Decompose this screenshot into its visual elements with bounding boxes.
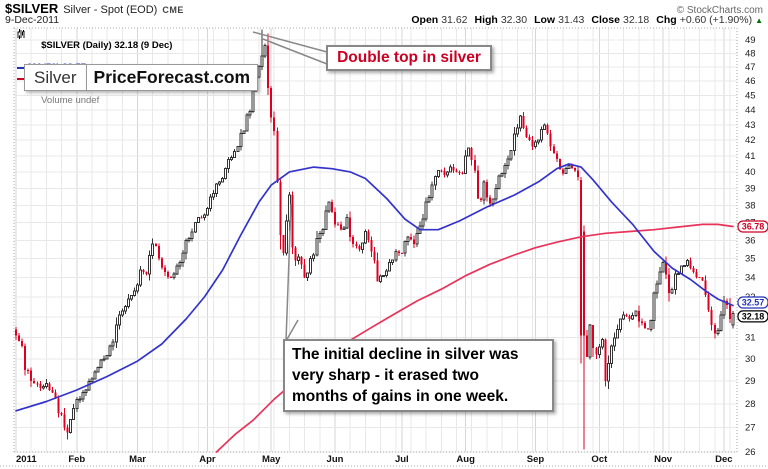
y-axis-tick-label: 28 xyxy=(745,399,756,410)
x-axis-month-label: Jul xyxy=(395,454,409,465)
legend-volume-row: Volume undef xyxy=(17,30,172,117)
high-value: 32.30 xyxy=(500,14,528,26)
ticker-symbol: $SILVER xyxy=(5,1,59,16)
copyright-label: © StockCharts.com xyxy=(676,5,763,16)
y-axis-tick-label: 36 xyxy=(745,235,756,246)
x-axis-month-label: Feb xyxy=(68,454,85,465)
y-axis-tick-label: 46 xyxy=(745,76,756,87)
decline-line-2: very sharp - it erased two xyxy=(292,367,479,384)
x-axis-month-label: Sep xyxy=(527,454,545,465)
y-axis-tick-label: 39 xyxy=(745,183,756,194)
y-axis-tick-label: 31 xyxy=(745,333,756,344)
low-value: 31.43 xyxy=(558,14,585,26)
svg-text:32.57: 32.57 xyxy=(742,298,765,308)
y-axis-tick-label: 38 xyxy=(745,200,756,211)
price-badge-32.18: 32.18 xyxy=(737,310,768,323)
watermark: Silver PriceForecast.com xyxy=(24,64,259,91)
high-label: High xyxy=(474,14,498,26)
watermark-site: PriceForecast.com xyxy=(85,64,259,91)
watermark-name: Silver xyxy=(24,64,87,91)
x-axis-month-label: Nov xyxy=(654,454,673,465)
legend-symbol-row: $SILVER (Daily) 32.18 (9 Dec) xyxy=(17,29,172,62)
x-axis-month-label: Aug xyxy=(456,454,475,465)
chart-header: $SILVER Silver - Spot (EOD) CME © StockC… xyxy=(5,1,763,16)
quote-date: 9-Dec-2011 xyxy=(5,14,60,26)
close-value: 32.18 xyxy=(622,14,650,26)
y-axis-tick-label: 30 xyxy=(745,354,756,365)
y-axis-tick-label: 48 xyxy=(745,48,756,59)
y-axis-tick-label: 45 xyxy=(745,90,756,101)
volume-bars-icon xyxy=(17,30,38,117)
decline-line-1: The initial decline in silver was xyxy=(292,346,519,363)
open-value: 31.62 xyxy=(441,14,468,26)
y-axis-tick-label: 41 xyxy=(745,151,756,162)
svg-text:36.78: 36.78 xyxy=(742,222,765,232)
svg-text:32.18: 32.18 xyxy=(742,312,765,322)
low-label: Low xyxy=(534,14,556,26)
ma200-line-icon xyxy=(17,77,26,80)
open-label: Open xyxy=(411,14,439,26)
y-axis-tick-label: 34 xyxy=(745,273,756,284)
y-axis-tick-label: 44 xyxy=(745,105,756,116)
x-axis-month-label: Dec xyxy=(715,454,732,465)
quote-row: 9-Dec-2011 Open 31.62 High 32.30 Low 31.… xyxy=(5,14,763,27)
legend-volume-text: Volume undef xyxy=(41,95,100,106)
change-value: +0.60 (+1.90%) xyxy=(679,14,753,26)
y-axis-tick-label: 49 xyxy=(745,35,756,46)
legend-symbol-text: $SILVER (Daily) 32.18 (9 Dec) xyxy=(41,40,173,51)
double-top-annotation: Double top in silver xyxy=(326,45,492,71)
y-axis-tick-label: 27 xyxy=(745,422,756,433)
x-axis-month-label: Oct xyxy=(591,454,608,465)
up-arrow-icon: ▲ xyxy=(755,16,763,25)
y-axis-tick-label: 26 xyxy=(745,447,756,458)
x-axis-month-label: May xyxy=(262,454,281,465)
instrument-description: Silver - Spot (EOD) xyxy=(63,4,158,16)
y-axis-tick-label: 43 xyxy=(745,120,756,131)
decline-line-3: months of gains in one week. xyxy=(292,388,509,405)
y-axis-tick-label: 29 xyxy=(745,376,756,387)
x-axis-month-label: Apr xyxy=(199,454,216,465)
ma50-line-icon xyxy=(17,66,26,69)
x-axis-month-label: Mar xyxy=(129,454,146,465)
exchange-label: CME xyxy=(162,5,184,15)
x-axis-month-label: Jun xyxy=(327,454,344,465)
y-axis-tick-label: 47 xyxy=(745,62,756,73)
price-badge-36.78: 36.78 xyxy=(737,220,768,233)
x-axis-month-label: 2011 xyxy=(16,454,37,465)
decline-annotation: The initial decline in silver was very s… xyxy=(283,339,554,412)
price-badge-32.57: 32.57 xyxy=(737,296,768,309)
close-label: Close xyxy=(591,14,620,26)
ohlc-quote: Open 31.62 High 32.30 Low 31.43 Close 32… xyxy=(404,14,763,26)
y-axis-tick-label: 42 xyxy=(745,135,756,146)
change-label: Chg xyxy=(656,14,677,26)
y-axis-tick-label: 40 xyxy=(745,167,756,178)
y-axis-tick-label: 35 xyxy=(745,254,756,265)
